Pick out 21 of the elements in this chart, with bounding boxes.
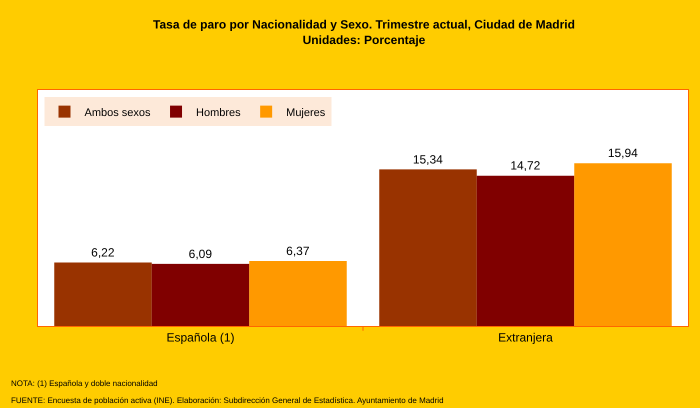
data-label: 6,22 [91,245,115,260]
chart-subtitle: Unidades: Porcentaje [302,33,426,48]
data-label: 15,34 [412,152,444,166]
bar [54,262,152,326]
legend-label: Hombres [196,106,242,119]
source-note: FUENTE: Encuesta de población activa (INE). Elaboración: Subdirección General de Estadística. Ayuntamiento de Madrid [11,396,444,405]
data-label: 6,37 [286,244,310,258]
legend-label: Ambos sexos [84,106,152,119]
legend-label: Mujeres [286,106,326,119]
x-tick-label: Española (1) [166,330,235,344]
bar [379,169,477,326]
data-label: 15,94 [608,146,638,160]
bar [574,163,672,326]
data-label: 14,72 [510,158,541,173]
x-tick-label: Extranjera [498,330,554,344]
data-label: 6,09 [188,246,212,261]
bar [249,260,347,326]
text: NOTA: (1) Española y doble nacionalidad [11,379,158,388]
chart-title: Tasa de paro por Nacionalidad y Sexo. Trimestre actual, Ciudad de Madrid [153,18,575,32]
bar [476,176,574,326]
bar [152,264,250,326]
